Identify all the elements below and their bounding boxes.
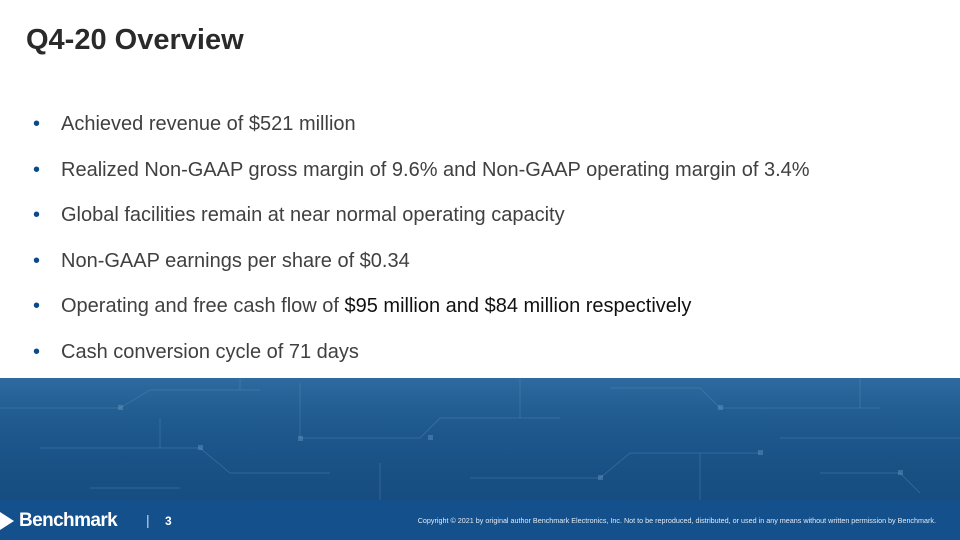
logo-arrow-icon <box>0 512 14 530</box>
bullet-text: Achieved revenue of $521 million <box>61 110 356 138</box>
logo-text: Benchmark <box>19 510 118 531</box>
decorative-blue-band <box>0 378 960 500</box>
bullet-dot-icon: • <box>33 340 41 363</box>
bullet-text-plain: Global facilities remain at near normal … <box>61 204 565 227</box>
bullet-dot-icon: • <box>33 113 41 135</box>
bullet-item: • Achieved revenue of $521 million <box>0 110 960 156</box>
bullet-list: • Achieved revenue of $521 million • Rea… <box>0 110 960 384</box>
bullet-text-emphasis: $95 million and $84 million respectively <box>344 295 692 318</box>
bullet-item: • Cash conversion cycle of 71 days <box>0 338 960 384</box>
page-number: 3 <box>165 514 172 528</box>
copyright-notice: Copyright © 2021 by original author Benc… <box>417 516 936 525</box>
bullet-text: Global facilities remain at near normal … <box>61 201 565 229</box>
bullet-text-plain: Realized Non-GAAP gross margin of 9.6% a… <box>61 158 810 181</box>
bullet-item: • Realized Non-GAAP gross margin of 9.6%… <box>0 156 960 202</box>
bullet-text-plain: Non-GAAP earnings per share of $0.34 <box>61 249 410 272</box>
bullet-text: Realized Non-GAAP gross margin of 9.6% a… <box>61 156 810 184</box>
slide-title: Q4-20 Overview <box>26 24 244 56</box>
bullet-dot-icon: • <box>33 295 41 318</box>
bullet-text: Cash conversion cycle of 71 days <box>61 338 359 366</box>
circuit-pattern-graphic <box>0 378 960 500</box>
bullet-text-plain: Operating and free cash flow of <box>61 295 345 318</box>
bullet-item: • Global facilities remain at near norma… <box>0 201 960 247</box>
benchmark-logo: Benchmark <box>0 510 118 531</box>
footer-bar: Benchmark | 3 Copyright © 2021 by origin… <box>0 500 960 540</box>
footer-divider: | <box>146 512 150 528</box>
bullet-text-plain: Cash conversion cycle of 71 days <box>61 340 359 363</box>
bullet-dot-icon: • <box>33 249 41 272</box>
bullet-item: • Operating and free cash flow of $95 mi… <box>0 292 960 338</box>
bullet-text-plain: Achieved revenue of $521 million <box>61 113 356 135</box>
bullet-text: Operating and free cash flow of $95 mill… <box>61 292 691 320</box>
bullet-dot-icon: • <box>33 204 41 227</box>
bullet-text: Non-GAAP earnings per share of $0.34 <box>61 247 410 275</box>
bullet-item: • Non-GAAP earnings per share of $0.34 <box>0 247 960 293</box>
bullet-dot-icon: • <box>33 158 41 181</box>
